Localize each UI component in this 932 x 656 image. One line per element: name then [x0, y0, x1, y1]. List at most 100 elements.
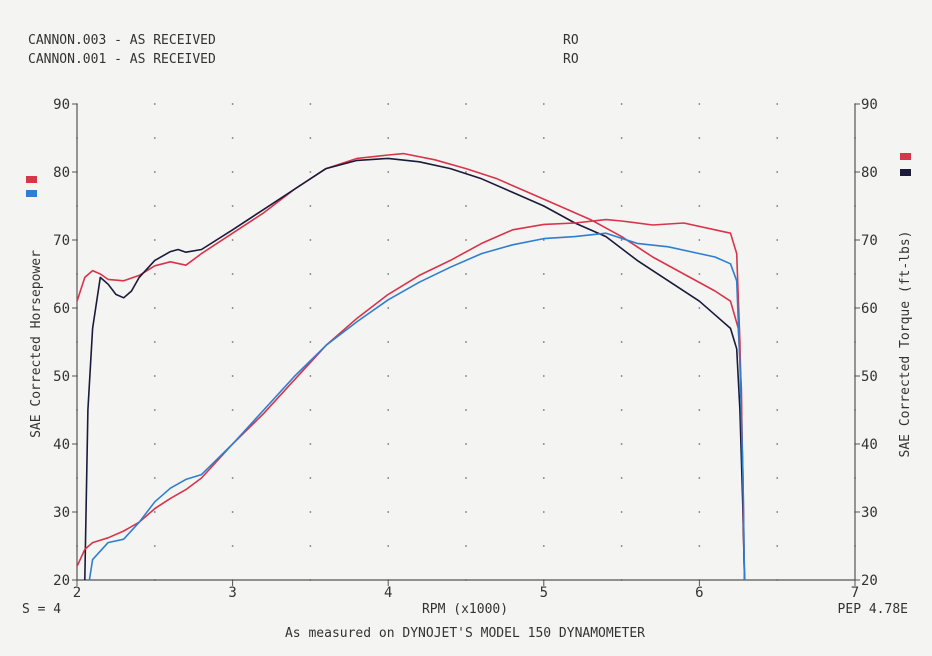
x-tick-label: 7	[851, 585, 859, 601]
y-tick-label-left: 50	[53, 369, 70, 385]
caption: As measured on DYNOJET'S MODEL 150 DYNAM…	[285, 626, 645, 641]
y-tick-label-left: 80	[53, 165, 70, 181]
y-tick-label-right: 60	[861, 301, 878, 317]
series-line-torque-cannon-001	[84, 157, 746, 581]
grid-dot	[542, 103, 545, 105]
x-tick-label: 5	[540, 585, 548, 601]
grid-dot	[620, 239, 623, 241]
grid-dot	[387, 443, 390, 445]
grid-dot	[387, 341, 390, 343]
grid-dot	[465, 103, 467, 105]
grid-dot	[776, 307, 779, 309]
grid-dot	[153, 341, 156, 343]
grid-dot	[465, 137, 467, 139]
x-tick-label: 6	[695, 585, 703, 601]
grid-dot	[309, 545, 312, 547]
grid-dot	[620, 171, 623, 173]
grid-dot	[542, 273, 545, 275]
grid-dot	[776, 477, 779, 479]
grid-dot	[620, 477, 623, 479]
grid-dot	[153, 545, 156, 547]
grid-dot	[542, 137, 545, 139]
grid-dot	[231, 103, 234, 105]
grid-dot	[153, 103, 156, 105]
y-tick-label-right: 40	[861, 437, 878, 453]
grid-dot	[387, 239, 390, 241]
grid-dot	[309, 103, 312, 105]
grid-dot	[231, 409, 234, 411]
grid-dot	[542, 171, 545, 173]
grid-dot	[542, 511, 545, 513]
grid-dot	[542, 375, 545, 377]
y-tick-label-right: 90	[861, 97, 878, 113]
grid-dot	[698, 307, 701, 309]
grid-dot	[387, 307, 390, 309]
grid-dot	[698, 205, 701, 207]
grid-dot	[231, 273, 234, 275]
grid-dot	[620, 545, 623, 547]
grid-dot	[309, 171, 312, 173]
grid-dot	[776, 341, 779, 343]
grid-dot	[309, 409, 312, 411]
grid-dot	[776, 239, 779, 241]
grid-dot	[620, 341, 623, 343]
legend-label-2: CANNON.001 - AS RECEIVED	[28, 52, 216, 67]
grid-dot	[153, 137, 156, 139]
legend-label-1: CANNON.003 - AS RECEIVED	[28, 33, 216, 48]
grid-dot	[776, 137, 779, 139]
grid-dot	[231, 341, 234, 343]
grid-dot	[153, 443, 156, 445]
grid-dot	[309, 273, 312, 275]
x-tick-label: 3	[228, 585, 236, 601]
left-marker-red	[26, 176, 37, 183]
y-tick-label-left: 90	[53, 97, 70, 113]
footer-left: S = 4	[22, 602, 61, 617]
grid-dot	[698, 511, 701, 513]
grid-dot	[698, 103, 701, 105]
grid-dot	[231, 307, 234, 309]
grid-dot	[465, 171, 467, 173]
grid-dot	[153, 239, 156, 241]
grid-dot	[465, 273, 467, 275]
grid-dot	[231, 511, 234, 513]
grid-dot	[776, 205, 779, 207]
grid-dot	[542, 409, 545, 411]
grid-dot	[231, 137, 234, 139]
x-axis-label: RPM (x1000)	[422, 602, 508, 617]
grid-dot	[620, 273, 623, 275]
grid-dot	[153, 273, 156, 275]
y-tick-label-right: 50	[861, 369, 878, 385]
y-tick-label-right: 20	[861, 573, 878, 589]
grid-dot	[465, 239, 467, 241]
grid-dot	[542, 341, 545, 343]
y-axis-label-left: SAE Corrected Horsepower	[29, 250, 44, 438]
left-marker-blue	[26, 190, 37, 197]
grid-dot	[231, 239, 234, 241]
grid-dot	[231, 375, 234, 377]
grid-dot	[698, 443, 701, 445]
series-line-torque-cannon-003	[76, 152, 746, 581]
y-tick-label-left: 30	[53, 505, 70, 521]
right-marker-red	[900, 153, 911, 160]
y-tick-label-left: 70	[53, 233, 70, 249]
grid-dot	[620, 375, 623, 377]
grid-dot	[231, 545, 234, 547]
grid-dot	[465, 545, 467, 547]
grid-dot	[153, 205, 156, 207]
grid-dot	[698, 239, 701, 241]
grid-dot	[387, 409, 390, 411]
grid-dot	[309, 239, 312, 241]
grid-dot	[153, 375, 156, 377]
y-axis-label-right: SAE Corrected Torque (ft-lbs)	[898, 231, 913, 458]
grid-dot	[387, 205, 390, 207]
x-tick-label: 4	[384, 585, 392, 601]
legend-code-1: RO	[563, 33, 579, 48]
grid-dot	[465, 341, 467, 343]
grid-dot	[309, 205, 312, 207]
grid-dot	[231, 171, 234, 173]
grid-dot	[309, 375, 312, 377]
grid-dot	[698, 137, 701, 139]
grid-dot	[387, 511, 390, 513]
